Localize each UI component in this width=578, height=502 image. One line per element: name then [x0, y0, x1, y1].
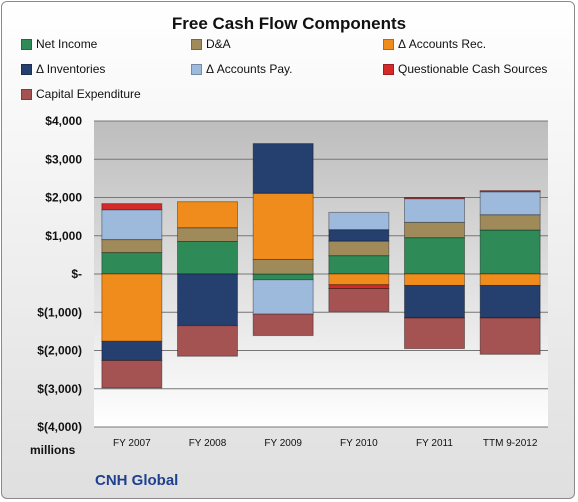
bar-segment	[252, 279, 314, 315]
y-tick-label: $(4,000)	[37, 420, 82, 434]
legend-label: D&A	[206, 37, 231, 51]
legend-swatch	[21, 38, 32, 50]
chart-title: Free Cash Flow Components	[171, 14, 407, 33]
legend-label: Δ Accounts Rec.	[398, 37, 487, 51]
legend-item: Δ Accounts Rec.	[383, 37, 486, 51]
legend-swatch	[383, 63, 394, 75]
bar-segment	[479, 317, 541, 355]
bar-segment	[404, 317, 465, 350]
bar-segment	[328, 240, 390, 257]
bar-segment	[101, 239, 163, 254]
bar-segment	[328, 273, 390, 286]
bar-segment	[101, 209, 163, 241]
legend-item: Questionable Cash Sources	[383, 62, 547, 76]
bar-segment	[479, 214, 541, 231]
x-tick-label: TTM 9-2012	[483, 438, 538, 449]
bar-segment	[328, 229, 390, 242]
bar-segment	[177, 240, 238, 275]
legend-swatch	[21, 88, 32, 100]
bar-segment	[404, 197, 465, 200]
y-tick-label: $2,000	[45, 191, 82, 205]
x-tick-label: FY 2011	[416, 438, 453, 449]
legend-item: D&A	[191, 37, 231, 51]
y-tick-label: $(1,000)	[37, 305, 82, 319]
bar-segment	[252, 192, 314, 260]
bar-segment	[252, 258, 314, 275]
x-tick-label: FY 2008	[189, 438, 227, 449]
bar-segment	[479, 190, 541, 193]
legend-swatch	[191, 63, 202, 75]
bar-segment	[177, 201, 238, 229]
company-name: CNH Global	[95, 472, 179, 489]
bar-segment	[252, 273, 314, 281]
bar-segment	[252, 143, 314, 194]
bar-segment	[101, 273, 163, 342]
bar-segment	[328, 255, 390, 275]
legend-item: Δ Accounts Pay.	[191, 62, 293, 76]
legend-label: Δ Accounts Pay.	[206, 62, 293, 76]
y-tick-label: $3,000	[45, 152, 82, 166]
bar-segment	[404, 237, 465, 275]
bar-segment	[101, 203, 163, 211]
bar-segment	[252, 313, 314, 337]
legend-item: Δ Inventories	[21, 62, 105, 76]
x-tick-label: FY 2009	[264, 438, 302, 449]
legend-label: Questionable Cash Sources	[398, 62, 548, 76]
y-tick-label: $-	[71, 267, 82, 281]
y-tick-label: $1,000	[45, 229, 82, 243]
bar-segment	[177, 325, 238, 357]
bar-segment	[479, 273, 541, 286]
bar-segment	[328, 288, 390, 312]
bar-segment	[101, 252, 163, 275]
bar-segment	[177, 227, 238, 242]
y-tick-label: $(3,000)	[37, 382, 82, 396]
bar-segment	[101, 359, 163, 389]
legend-label: Net Income	[36, 37, 98, 51]
bar-segment	[479, 229, 541, 275]
legend-swatch	[383, 38, 394, 50]
legend-swatch	[191, 38, 202, 50]
legend-swatch	[21, 63, 32, 75]
x-tick-label: FY 2010	[340, 438, 378, 449]
bar-segment	[177, 273, 238, 327]
y-unit-label: millions	[30, 443, 76, 457]
bar-segment	[404, 273, 465, 286]
bar-segment	[479, 284, 541, 319]
legend-label: Capital Expenditure	[36, 87, 141, 101]
bar-segment	[479, 191, 541, 216]
bar-segment	[404, 221, 465, 239]
legend-item: Capital Expenditure	[21, 87, 141, 101]
legend-item: Net Income	[21, 37, 97, 51]
y-tick-label: $4,000	[45, 114, 82, 128]
bar-segment	[328, 284, 390, 290]
bar-segment	[404, 284, 465, 319]
bar-segment	[101, 340, 163, 361]
bar-segment	[404, 198, 465, 223]
legend-label: Δ Inventories	[36, 62, 106, 76]
y-tick-label: $(2,000)	[37, 344, 82, 358]
bar-segment	[328, 211, 390, 231]
x-tick-label: FY 2007	[113, 438, 151, 449]
